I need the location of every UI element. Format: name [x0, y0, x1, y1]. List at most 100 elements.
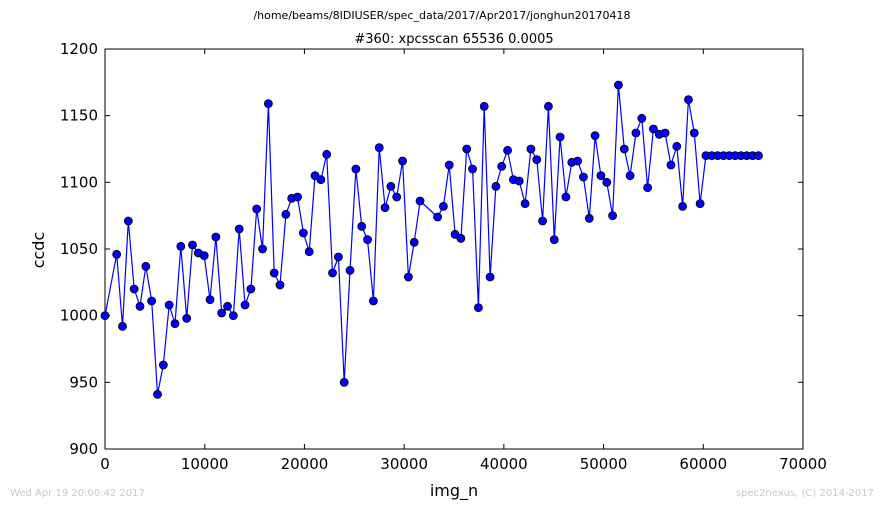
data-point — [217, 308, 227, 318]
data-point — [579, 172, 588, 182]
data-point — [293, 192, 302, 202]
x-tick-label: 20000 — [281, 455, 329, 473]
data-point — [602, 177, 612, 187]
data-point — [643, 183, 653, 193]
data-point — [368, 296, 378, 306]
data-point — [398, 156, 407, 166]
y-tick-label: 1000 — [60, 307, 98, 325]
data-point — [246, 284, 256, 294]
data-point — [625, 171, 635, 181]
data-point — [491, 181, 501, 191]
data-point — [141, 261, 151, 271]
data-point — [649, 124, 658, 134]
data-point — [684, 95, 693, 105]
data-point — [689, 128, 699, 138]
data-point — [357, 221, 367, 231]
data-point — [118, 321, 127, 331]
data-point — [468, 164, 477, 174]
data-point — [386, 181, 396, 191]
data-point — [316, 175, 326, 185]
y-tick-label: 1150 — [60, 107, 98, 125]
axis-ticks: 0 10000 20000 30000 40000 50000 60000 70000 900 9… — [60, 40, 827, 473]
figure-suptitle: /home/beams/8IDIUSER/spec_data/2017/Apr2… — [253, 9, 631, 22]
data-point — [409, 237, 419, 247]
data-point — [497, 161, 507, 171]
data-point — [462, 144, 472, 154]
data-point — [240, 300, 250, 310]
data-point — [351, 164, 361, 174]
plot-area-frame — [104, 48, 804, 450]
data-point — [269, 268, 279, 278]
data-point — [199, 251, 209, 261]
y-tick-label: 1050 — [60, 240, 98, 258]
data-point — [532, 155, 542, 165]
data-point — [234, 224, 244, 234]
data-point — [503, 145, 512, 155]
data-point — [363, 235, 372, 245]
data-point — [328, 268, 337, 278]
data-point — [176, 241, 186, 251]
data-point — [474, 303, 483, 313]
data-point — [258, 244, 267, 254]
data-point — [304, 247, 314, 257]
data-point — [637, 113, 647, 123]
data-point — [188, 240, 197, 250]
data-point — [345, 265, 355, 275]
data-point — [608, 211, 617, 221]
data-point — [538, 216, 547, 226]
data-point — [456, 233, 466, 243]
data-point — [754, 151, 763, 161]
data-point — [223, 301, 232, 311]
data-point — [415, 196, 425, 206]
y-tick-label: 1100 — [60, 173, 98, 191]
data-point — [590, 131, 600, 141]
data-point — [374, 143, 384, 153]
data-point — [158, 360, 168, 370]
data-point — [298, 228, 308, 238]
footer-credit: spec2nexus, (C) 2014-2017 — [735, 488, 874, 499]
data-point — [153, 389, 162, 399]
data-point — [514, 176, 524, 186]
data-point — [596, 171, 606, 181]
data-point — [123, 216, 133, 226]
data-point — [403, 272, 413, 282]
data-point — [100, 311, 110, 321]
x-tick-label: 60000 — [679, 455, 727, 473]
data-point — [619, 144, 629, 154]
x-tick-label: 0 — [100, 455, 110, 473]
y-tick-label: 950 — [69, 373, 98, 391]
data-point — [485, 272, 495, 282]
data-point — [275, 280, 285, 290]
data-point — [561, 192, 571, 202]
series-line — [104, 84, 759, 395]
data-point — [392, 192, 402, 202]
data-point — [672, 141, 682, 151]
data-point — [228, 311, 238, 321]
data-point — [147, 296, 157, 306]
data-point — [112, 249, 122, 259]
data-point — [205, 295, 215, 305]
data-point — [135, 301, 145, 311]
data-point — [170, 319, 180, 329]
data-point — [584, 213, 594, 223]
chart-title: #360: xpcsscan 65536 0.0005 — [354, 32, 553, 47]
y-tick-label: 900 — [69, 440, 98, 458]
data-point — [339, 377, 349, 387]
y-axis-label: ccdc — [29, 232, 48, 269]
data-point — [263, 99, 273, 109]
x-tick-label: 10000 — [181, 455, 229, 473]
data-point — [660, 128, 670, 138]
x-axis-label: img_n — [430, 481, 478, 501]
footer-timestamp: Wed Apr 19 20:00:42 2017 — [10, 488, 145, 499]
data-point — [573, 156, 582, 166]
data-point — [322, 149, 332, 159]
data-point — [631, 128, 641, 138]
data-point — [333, 252, 343, 262]
data-point — [439, 201, 448, 211]
x-tick-label: 70000 — [779, 455, 827, 473]
y-tick-label: 1200 — [60, 40, 98, 58]
x-tick-label: 50000 — [580, 455, 628, 473]
data-point — [555, 132, 565, 142]
data-point — [695, 199, 705, 209]
